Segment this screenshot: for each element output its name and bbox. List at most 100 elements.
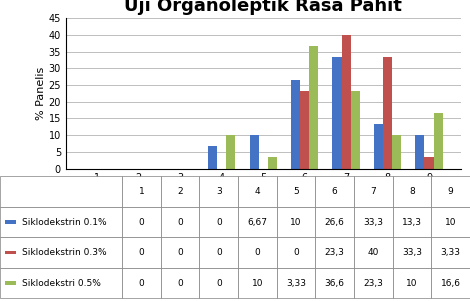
Bar xyxy=(0,207,122,237)
Text: 6: 6 xyxy=(332,187,337,196)
Bar xyxy=(342,35,351,169)
Bar xyxy=(431,237,470,268)
Text: 0: 0 xyxy=(139,278,144,287)
Text: 0: 0 xyxy=(177,218,183,227)
Bar xyxy=(250,135,259,169)
Text: Siklodekstri 0.5%: Siklodekstri 0.5% xyxy=(22,278,101,287)
Bar xyxy=(161,237,199,268)
Text: 40: 40 xyxy=(368,248,379,257)
Bar xyxy=(309,46,318,169)
Bar xyxy=(199,207,238,237)
Bar xyxy=(161,268,199,298)
Bar xyxy=(5,281,16,285)
Bar xyxy=(393,268,431,298)
Text: 0: 0 xyxy=(216,218,222,227)
Text: 3,33: 3,33 xyxy=(441,248,461,257)
Bar xyxy=(268,157,277,169)
Bar xyxy=(0,237,122,268)
Text: 13,3: 13,3 xyxy=(402,218,422,227)
Bar xyxy=(122,237,161,268)
Text: 0: 0 xyxy=(177,278,183,287)
Bar xyxy=(227,135,235,169)
Bar xyxy=(277,207,315,237)
Text: 16,6: 16,6 xyxy=(441,278,461,287)
Bar xyxy=(238,207,277,237)
Text: 33,3: 33,3 xyxy=(402,248,422,257)
Bar xyxy=(354,268,393,298)
Text: 6,67: 6,67 xyxy=(248,218,267,227)
Bar xyxy=(300,91,309,169)
Text: 36,6: 36,6 xyxy=(325,278,345,287)
Text: 33,3: 33,3 xyxy=(363,218,384,227)
Bar xyxy=(374,124,383,169)
Text: 0: 0 xyxy=(139,218,144,227)
Text: 4: 4 xyxy=(255,187,260,196)
Bar xyxy=(424,157,433,169)
Bar xyxy=(315,176,354,207)
Text: 8: 8 xyxy=(409,187,415,196)
Bar xyxy=(393,237,431,268)
Bar xyxy=(238,176,277,207)
Bar xyxy=(0,176,122,207)
Bar xyxy=(392,135,401,169)
Bar xyxy=(5,251,16,254)
Text: 23,3: 23,3 xyxy=(325,248,345,257)
Bar xyxy=(122,176,161,207)
Bar xyxy=(277,176,315,207)
Bar xyxy=(277,268,315,298)
Bar xyxy=(431,268,470,298)
Bar xyxy=(354,176,393,207)
Text: 1: 1 xyxy=(139,187,144,196)
Text: 23,3: 23,3 xyxy=(363,278,384,287)
Text: 0: 0 xyxy=(255,248,260,257)
Text: Siklodekstrin 0.1%: Siklodekstrin 0.1% xyxy=(22,218,107,227)
Bar xyxy=(433,113,443,169)
Text: 0: 0 xyxy=(216,278,222,287)
Text: 10: 10 xyxy=(290,218,302,227)
Bar xyxy=(161,176,199,207)
Bar xyxy=(315,207,354,237)
Bar xyxy=(393,176,431,207)
Text: 7: 7 xyxy=(370,187,376,196)
Bar xyxy=(0,268,122,298)
Text: 0: 0 xyxy=(216,248,222,257)
Bar xyxy=(354,237,393,268)
Bar xyxy=(354,207,393,237)
Bar xyxy=(431,207,470,237)
Bar xyxy=(199,237,238,268)
Text: 10: 10 xyxy=(406,278,418,287)
Text: 3,33: 3,33 xyxy=(286,278,306,287)
Bar xyxy=(291,79,300,169)
Bar xyxy=(122,268,161,298)
Bar xyxy=(315,268,354,298)
Bar xyxy=(332,57,342,169)
Text: 10: 10 xyxy=(252,278,263,287)
Text: 0: 0 xyxy=(139,248,144,257)
Bar xyxy=(415,135,424,169)
Bar xyxy=(383,57,392,169)
Bar xyxy=(277,237,315,268)
Text: 26,6: 26,6 xyxy=(325,218,345,227)
Bar xyxy=(199,268,238,298)
Y-axis label: % Panelis: % Panelis xyxy=(36,67,46,120)
Bar xyxy=(122,207,161,237)
Text: Siklodekstrin 0.3%: Siklodekstrin 0.3% xyxy=(22,248,107,257)
Text: 2: 2 xyxy=(177,187,183,196)
Bar xyxy=(315,237,354,268)
Bar xyxy=(393,207,431,237)
Title: Uji Organoleptik Rasa Pahit: Uji Organoleptik Rasa Pahit xyxy=(124,0,402,15)
Bar xyxy=(208,146,217,169)
Text: 10: 10 xyxy=(445,218,456,227)
Bar xyxy=(199,176,238,207)
Text: 0: 0 xyxy=(293,248,299,257)
Bar xyxy=(161,207,199,237)
Text: 5: 5 xyxy=(293,187,299,196)
Bar xyxy=(5,220,16,224)
Text: 3: 3 xyxy=(216,187,222,196)
Bar xyxy=(351,91,360,169)
Bar xyxy=(238,237,277,268)
Bar xyxy=(431,176,470,207)
Bar xyxy=(238,268,277,298)
Text: 9: 9 xyxy=(448,187,454,196)
Text: 0: 0 xyxy=(177,248,183,257)
